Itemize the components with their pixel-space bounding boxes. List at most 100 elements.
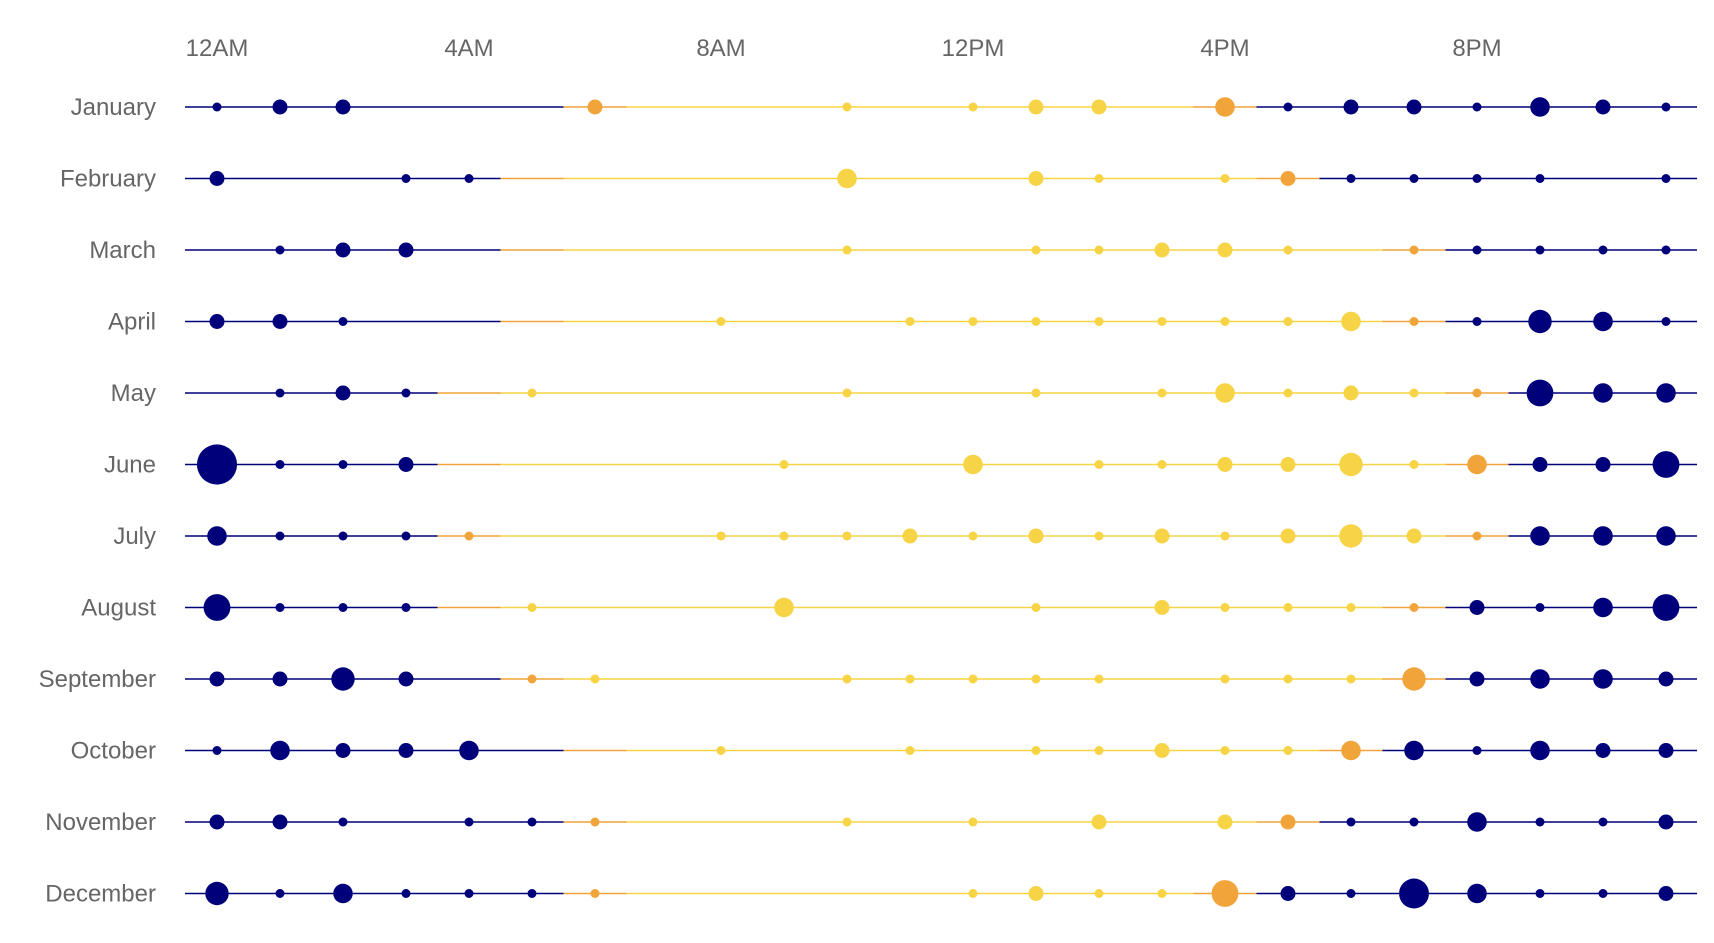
data-point <box>1406 528 1422 544</box>
data-point <box>1406 99 1422 115</box>
month-label: January <box>71 94 156 121</box>
data-point <box>587 99 603 115</box>
x-tick-label: 8AM <box>696 35 745 62</box>
month-row <box>185 878 1697 909</box>
data-point <box>1220 317 1230 326</box>
data-point <box>1220 674 1230 684</box>
x-tick-label: 4PM <box>1200 35 1249 62</box>
data-point <box>1157 388 1167 398</box>
data-point <box>527 817 537 827</box>
data-point <box>275 889 285 898</box>
data-point <box>527 674 537 684</box>
data-point <box>842 817 852 827</box>
data-point <box>1658 886 1674 901</box>
data-point <box>338 460 348 469</box>
data-point <box>1535 603 1545 612</box>
data-point <box>212 102 222 112</box>
data-point <box>1031 245 1041 255</box>
data-point <box>1094 174 1104 183</box>
data-point <box>1280 457 1296 472</box>
month-label: June <box>104 452 156 479</box>
data-point <box>1280 528 1296 544</box>
data-point <box>338 603 348 612</box>
data-point <box>272 814 288 830</box>
data-point <box>1472 746 1482 755</box>
data-point <box>1593 311 1613 332</box>
data-point <box>774 597 794 618</box>
data-point <box>779 531 789 541</box>
data-point <box>401 889 411 898</box>
data-point <box>842 674 852 684</box>
data-point <box>1472 102 1482 112</box>
data-point <box>1031 317 1041 326</box>
month-row <box>185 97 1697 117</box>
data-point <box>338 531 348 541</box>
data-point <box>275 531 285 541</box>
data-point <box>1593 597 1613 618</box>
data-point <box>527 603 537 612</box>
month-label: September <box>39 666 156 693</box>
data-point <box>1532 457 1548 472</box>
data-point <box>1409 817 1419 827</box>
data-point <box>1031 746 1041 755</box>
data-point <box>1535 245 1545 255</box>
month-label: November <box>45 809 156 836</box>
data-point <box>1409 174 1419 183</box>
data-point <box>905 746 915 755</box>
data-point <box>968 817 978 827</box>
data-point <box>968 317 978 326</box>
data-point <box>1154 600 1170 615</box>
data-point <box>1595 457 1611 472</box>
data-point <box>1154 242 1170 258</box>
data-point <box>1652 594 1680 621</box>
data-point <box>1283 317 1293 326</box>
data-point <box>1535 174 1545 183</box>
x-tick-label: 8PM <box>1452 35 1501 62</box>
data-point <box>1530 526 1550 546</box>
month-row <box>185 594 1697 621</box>
data-point <box>1280 886 1296 901</box>
data-point <box>902 528 918 544</box>
data-point <box>1469 671 1485 687</box>
data-point <box>464 174 474 183</box>
data-point <box>716 746 726 755</box>
data-point <box>1341 311 1361 332</box>
data-point <box>401 531 411 541</box>
month-label: April <box>108 309 156 336</box>
data-point <box>1472 388 1482 398</box>
data-point <box>1094 531 1104 541</box>
data-point <box>1157 317 1167 326</box>
data-point <box>1280 814 1296 830</box>
data-point <box>905 317 915 326</box>
data-point <box>1028 528 1044 544</box>
data-point <box>1467 812 1487 832</box>
data-point <box>338 817 348 827</box>
data-point <box>398 743 414 758</box>
data-point <box>1593 383 1613 403</box>
data-point <box>1217 242 1233 258</box>
data-point <box>1346 817 1356 827</box>
data-point <box>335 385 351 401</box>
data-point <box>272 99 288 115</box>
data-point <box>905 674 915 684</box>
data-point <box>1028 99 1044 115</box>
month-label: December <box>45 881 156 908</box>
data-point <box>1211 880 1239 907</box>
data-point <box>1283 674 1293 684</box>
data-point <box>590 674 600 684</box>
data-point <box>1658 671 1674 687</box>
month-row <box>185 740 1697 761</box>
data-point <box>1031 674 1041 684</box>
month-row <box>185 168 1697 189</box>
data-point <box>1220 531 1230 541</box>
data-point <box>1157 460 1167 469</box>
month-row <box>185 379 1697 407</box>
data-point <box>1535 817 1545 827</box>
data-point <box>1094 889 1104 898</box>
data-point <box>270 740 290 761</box>
data-point <box>1526 379 1554 407</box>
month-label: August <box>81 595 156 622</box>
x-tick-label: 12AM <box>186 35 249 62</box>
data-point <box>716 531 726 541</box>
